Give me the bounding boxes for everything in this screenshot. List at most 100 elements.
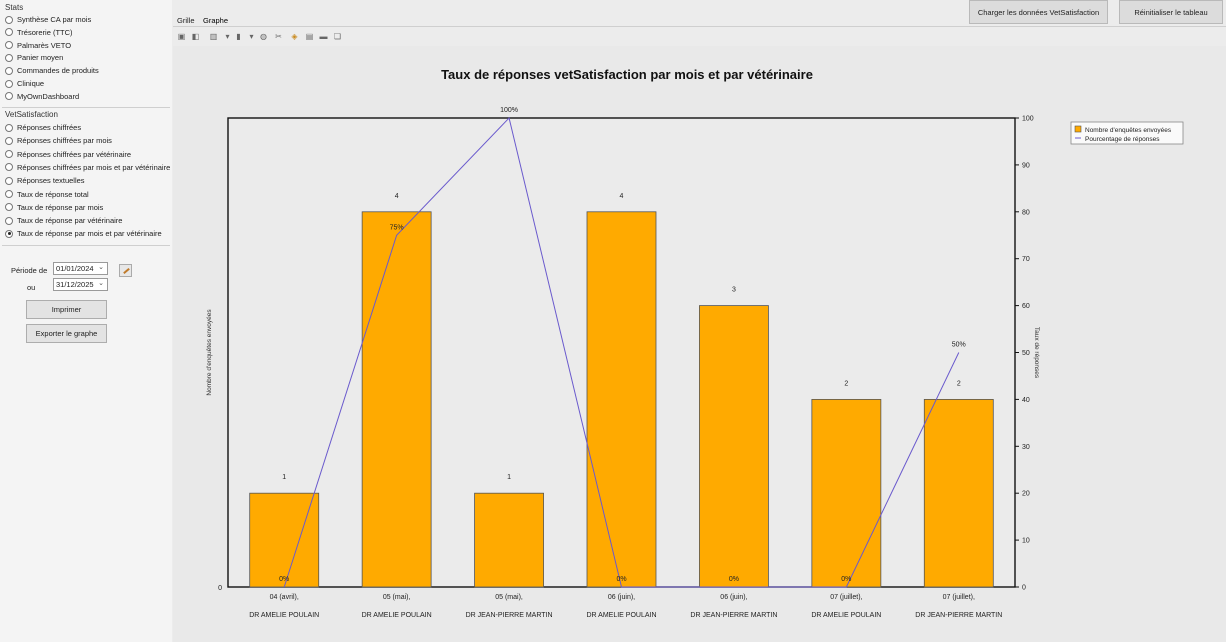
bar bbox=[699, 305, 769, 588]
open-icon[interactable]: ◧ bbox=[191, 32, 200, 41]
radio-option[interactable]: Taux de réponse par vétérinaire bbox=[5, 216, 122, 225]
radio-button[interactable] bbox=[5, 136, 13, 145]
x-tick-label: 06 (juin), bbox=[720, 594, 747, 601]
radio-option[interactable]: Trésorerie (TTC) bbox=[5, 28, 73, 37]
x-tick-label: DR AMELIE POULAIN bbox=[811, 612, 881, 619]
print-button[interactable]: Imprimer bbox=[26, 300, 107, 319]
line-value-label: 75% bbox=[390, 224, 404, 231]
series-line bbox=[283, 116, 960, 588]
y2-tick-label: 50 bbox=[1022, 350, 1030, 357]
radio-label: Réponses chiffrées par mois bbox=[17, 136, 112, 146]
radio-button[interactable] bbox=[5, 176, 13, 185]
period-from-label: Période de bbox=[11, 266, 48, 275]
radio-option[interactable]: Réponses chiffrées par mois bbox=[5, 136, 112, 145]
date-from-value: 01/01/2024 bbox=[56, 264, 94, 273]
radio-button[interactable] bbox=[5, 123, 13, 132]
x-tick-label: 04 (avril), bbox=[270, 594, 299, 601]
bar-value-label: 4 bbox=[620, 193, 624, 200]
bar-chart-icon[interactable]: ▥ bbox=[209, 32, 218, 41]
bar-value-label: 2 bbox=[957, 380, 961, 387]
chevron-down-icon[interactable]: ⌄ bbox=[98, 280, 104, 287]
reset-table-button[interactable]: Réinitialiser le tableau bbox=[1119, 0, 1223, 24]
chevron-down-icon[interactable]: ⌄ bbox=[98, 264, 104, 271]
dropdown-icon[interactable]: ▾ bbox=[225, 32, 230, 41]
dropdown-icon[interactable]: ▾ bbox=[249, 32, 254, 41]
radio-button[interactable] bbox=[5, 41, 13, 50]
radio-label: Trésorerie (TTC) bbox=[17, 27, 73, 37]
chart-title: Taux de réponses vetSatisfaction par moi… bbox=[441, 67, 813, 82]
date-to-value: 31/12/2025 bbox=[56, 280, 94, 289]
x-tick-label: DR AMELIE POULAIN bbox=[249, 612, 319, 619]
radio-button[interactable] bbox=[5, 190, 13, 198]
radio-option[interactable]: Palmarès VETO bbox=[5, 41, 71, 50]
tab-chart[interactable]: Graphe bbox=[203, 16, 229, 25]
radio-button[interactable] bbox=[5, 92, 13, 101]
x-tick-label: 07 (juillet), bbox=[943, 594, 975, 601]
radio-option[interactable]: Réponses textuelles bbox=[5, 176, 85, 185]
radio-option[interactable]: Clinique bbox=[5, 79, 44, 88]
x-tick-label: DR JEAN-PIERRE MARTIN bbox=[690, 612, 777, 619]
zoom-icon[interactable]: ◍ bbox=[260, 32, 267, 41]
bar-type-icon[interactable]: ▮ bbox=[236, 32, 241, 41]
x-tick-label: 05 (mai), bbox=[495, 594, 523, 601]
cut-icon[interactable]: ✂ bbox=[275, 32, 282, 41]
y2-tick-label: 0 bbox=[1022, 585, 1026, 592]
export-chart-button[interactable]: Exporter le graphe bbox=[26, 324, 107, 343]
radio-label: MyOwnDashboard bbox=[17, 91, 80, 101]
left-panel: Stats Synthèse CA par mois Trésorerie (TT… bbox=[0, 0, 172, 642]
chart-area: Taux de réponses vetSatisfaction par moi… bbox=[173, 46, 1226, 642]
radio-option[interactable]: Commandes de produits bbox=[5, 66, 99, 75]
print-icon[interactable]: ▬ bbox=[319, 32, 328, 41]
radio-button[interactable] bbox=[5, 229, 13, 238]
radio-button[interactable] bbox=[5, 163, 13, 172]
radio-option[interactable]: Réponses chiffrées par mois et par vétér… bbox=[5, 163, 170, 172]
radio-option[interactable]: Taux de réponse par mois et par vétérina… bbox=[5, 229, 162, 238]
select-icon[interactable]: ◈ bbox=[291, 32, 298, 41]
y2-tick-label: 20 bbox=[1022, 491, 1030, 498]
radio-option[interactable]: Taux de réponse par mois bbox=[5, 203, 103, 212]
radio-option[interactable]: Panier moyen bbox=[5, 53, 63, 62]
x-tick-label: 05 (mai), bbox=[383, 594, 411, 601]
radio-button[interactable] bbox=[5, 203, 13, 212]
radio-option[interactable]: MyOwnDashboard bbox=[5, 92, 79, 101]
bar-value-label: 2 bbox=[844, 380, 848, 387]
radio-button[interactable] bbox=[5, 150, 13, 159]
radio-option[interactable]: Réponses chiffrées par vétérinaire bbox=[5, 150, 131, 159]
radio-label: Réponses chiffrées bbox=[17, 123, 82, 132]
radio-button[interactable] bbox=[5, 28, 13, 37]
bar bbox=[361, 211, 432, 588]
bar bbox=[249, 492, 320, 588]
tab-grid[interactable]: Grille bbox=[177, 16, 195, 25]
date-to-field[interactable]: 31/12/2025 ⌄ bbox=[53, 278, 108, 291]
x-tick-label: DR JEAN-PIERRE MARTIN bbox=[466, 612, 553, 619]
save-icon[interactable]: ▣ bbox=[177, 32, 186, 41]
bar bbox=[474, 492, 544, 588]
copy-icon[interactable]: ❏ bbox=[333, 32, 342, 41]
y-axis-title: Nombre d'enquêtes envoyées bbox=[206, 309, 213, 396]
radio-label: Commandes de produits bbox=[17, 66, 99, 76]
radio-button[interactable] bbox=[5, 53, 13, 62]
x-tick-label: 06 (juin), bbox=[608, 594, 635, 601]
date-from-field[interactable]: 01/01/2024 ⌄ bbox=[53, 262, 108, 275]
line-value-label: 100% bbox=[500, 107, 518, 114]
radio-label: Panier moyen bbox=[17, 53, 64, 63]
radio-button[interactable] bbox=[5, 216, 13, 225]
bar-value-label: 1 bbox=[507, 474, 511, 481]
radio-button[interactable] bbox=[5, 66, 13, 75]
line-value-label: 0% bbox=[279, 576, 289, 583]
radio-label: Taux de réponse total bbox=[17, 189, 89, 199]
load-data-button[interactable]: Charger les données VetSatisfaction bbox=[969, 0, 1108, 24]
group-divider bbox=[2, 107, 170, 108]
bar-value-label: 4 bbox=[395, 193, 399, 200]
data-icon[interactable]: ▤ bbox=[305, 32, 314, 41]
radio-label: Réponses chiffrées par mois et par vétér… bbox=[17, 162, 171, 172]
radio-option[interactable]: Synthèse CA par mois bbox=[5, 15, 91, 24]
radio-option[interactable]: Taux de réponse total bbox=[5, 190, 89, 199]
x-tick-label: 07 (juillet), bbox=[830, 594, 862, 601]
radio-button[interactable] bbox=[5, 79, 13, 88]
radio-button[interactable] bbox=[5, 15, 13, 24]
y2-tick-label: 10 bbox=[1022, 538, 1030, 545]
vetsatisfaction-group-title: VetSatisfaction bbox=[5, 110, 58, 119]
radio-option[interactable]: Réponses chiffrées bbox=[5, 123, 81, 132]
date-picker-icon[interactable] bbox=[119, 264, 132, 277]
